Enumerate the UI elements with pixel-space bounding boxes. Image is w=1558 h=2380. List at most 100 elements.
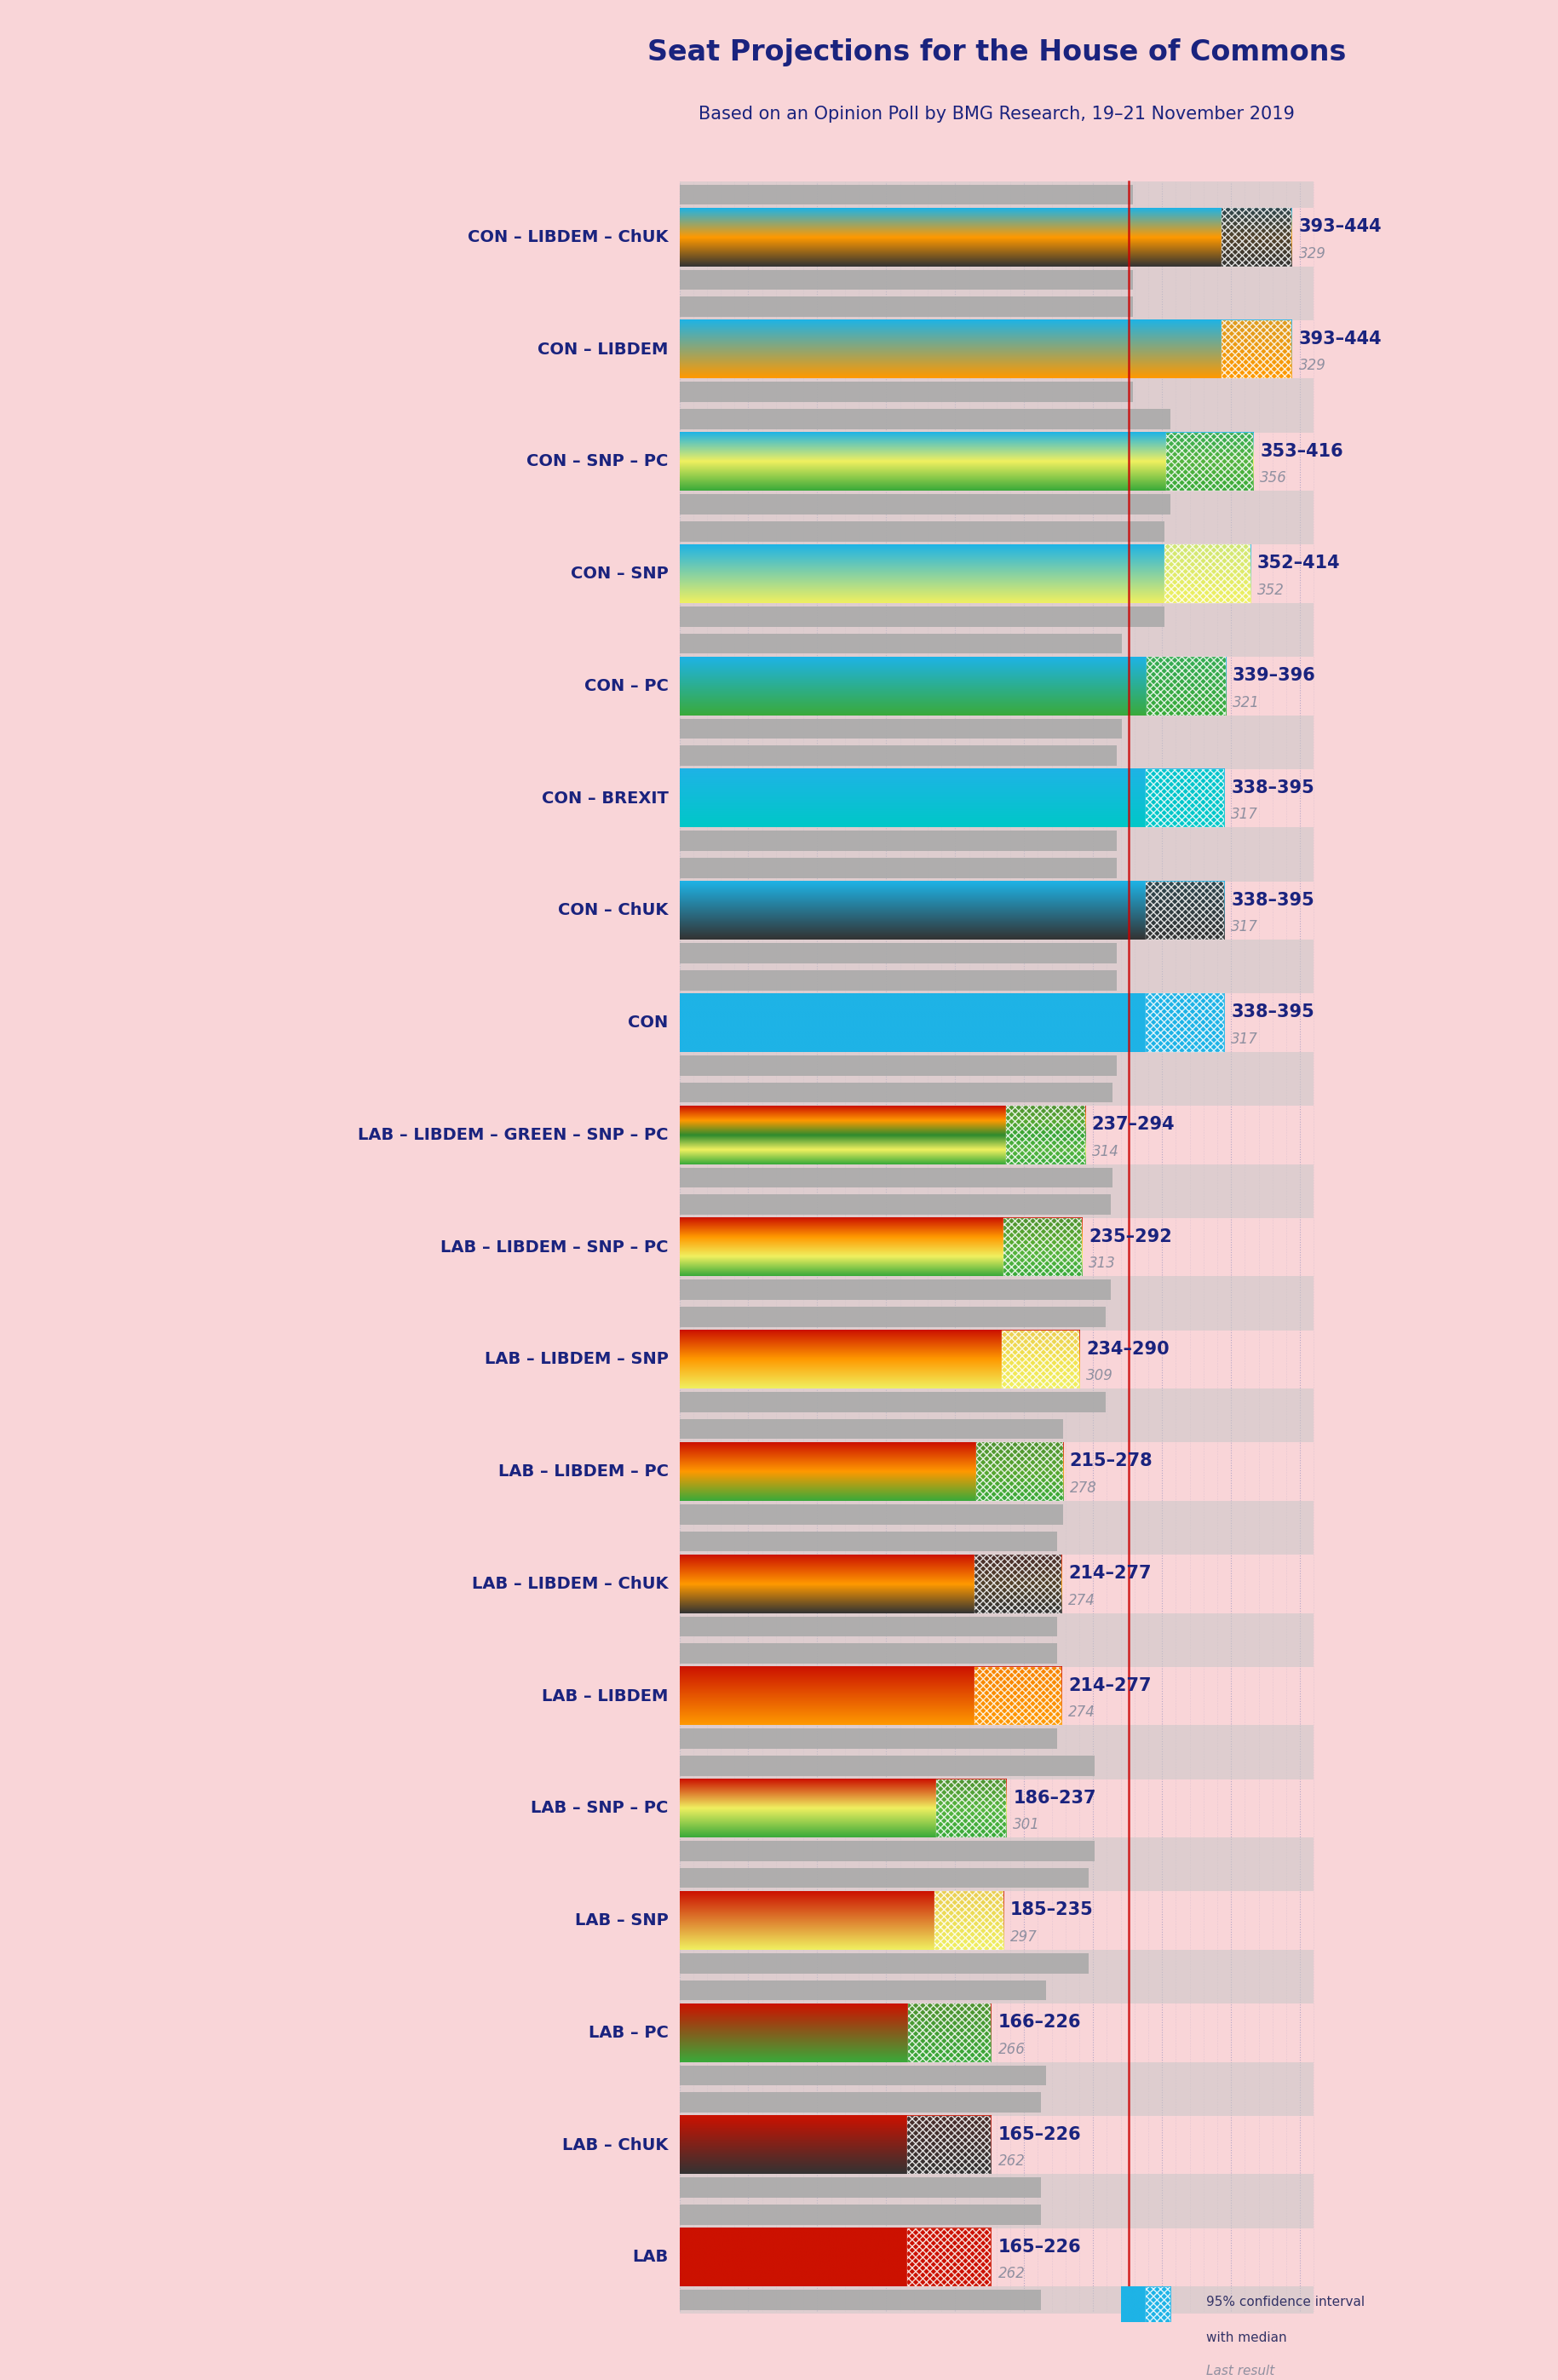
Bar — [975, 1442, 1063, 1502]
Text: 95% confidence interval: 95% confidence interval — [1206, 2297, 1365, 2309]
Bar — [679, 1388, 1313, 1416]
Bar — [679, 966, 1313, 992]
Text: 329: 329 — [1299, 357, 1326, 374]
Bar — [679, 186, 1133, 205]
Bar — [679, 1528, 1313, 1554]
Text: 317: 317 — [1231, 1031, 1259, 1047]
Bar — [679, 519, 1313, 545]
Text: 214–277: 214–277 — [1069, 1566, 1151, 1583]
Text: CON: CON — [628, 1014, 668, 1031]
Text: 235–292: 235–292 — [1089, 1228, 1172, 1245]
Bar — [1167, 433, 1253, 490]
Bar — [679, 857, 1117, 878]
Bar — [679, 942, 1117, 964]
Bar — [679, 2066, 1047, 2085]
Bar — [679, 1504, 1063, 1526]
Bar — [679, 831, 1117, 852]
Bar — [679, 1164, 1313, 1190]
Bar — [679, 1304, 1313, 1330]
Bar — [679, 854, 1313, 881]
Bar — [679, 2175, 1313, 2202]
Text: 214–277: 214–277 — [1069, 1678, 1151, 1695]
Text: CON – LIBDEM – ChUK: CON – LIBDEM – ChUK — [467, 228, 668, 245]
Bar — [679, 1752, 1313, 1780]
Text: 313: 313 — [1089, 1257, 1116, 1271]
Text: 266: 266 — [999, 2042, 1025, 2056]
Bar — [679, 2290, 1041, 2311]
Bar — [679, 828, 1313, 854]
Bar — [679, 1837, 1313, 1864]
Bar — [936, 1780, 1006, 1837]
Text: 165–226: 165–226 — [999, 2125, 1081, 2142]
Text: 338–395: 338–395 — [1231, 778, 1315, 797]
Bar — [974, 1554, 1061, 1614]
Bar — [679, 940, 1313, 966]
Bar — [1002, 1330, 1080, 1388]
Text: LAB: LAB — [633, 2249, 668, 2266]
Bar — [1148, 2363, 1170, 2380]
Bar — [679, 2202, 1313, 2228]
Bar — [1221, 321, 1292, 378]
Bar — [679, 521, 1165, 540]
Bar — [1147, 657, 1226, 716]
Bar — [907, 2228, 991, 2287]
Bar — [974, 1666, 1061, 1726]
Bar — [907, 2116, 991, 2175]
Bar — [1165, 545, 1251, 602]
Bar — [1003, 1219, 1083, 1276]
Bar — [679, 2090, 1313, 2116]
Text: 186–237: 186–237 — [1013, 1790, 1097, 1806]
Bar — [679, 1416, 1313, 1442]
Bar — [679, 267, 1313, 293]
Text: 309: 309 — [1086, 1368, 1114, 1383]
Text: 301: 301 — [1013, 1816, 1041, 1833]
Text: 262: 262 — [999, 2154, 1025, 2168]
Bar — [679, 378, 1313, 405]
Text: 352: 352 — [1257, 583, 1284, 597]
Bar — [679, 1726, 1313, 1752]
Text: 215–278: 215–278 — [1070, 1452, 1153, 1471]
Text: Seat Projections for the House of Commons: Seat Projections for the House of Common… — [647, 38, 1346, 67]
Bar — [679, 745, 1117, 766]
Text: 356: 356 — [1260, 471, 1287, 486]
Bar — [679, 633, 1122, 655]
Text: 339–396: 339–396 — [1232, 666, 1315, 683]
Bar — [679, 1980, 1047, 1999]
Bar — [1221, 207, 1292, 267]
Bar — [679, 495, 1170, 514]
Text: LAB – LIBDEM – ChUK: LAB – LIBDEM – ChUK — [472, 1576, 668, 1592]
Text: LAB – SNP: LAB – SNP — [575, 1914, 668, 1928]
Text: 353–416: 353–416 — [1260, 443, 1343, 459]
Bar — [1145, 992, 1225, 1052]
Bar — [1145, 769, 1225, 828]
Text: 297: 297 — [1011, 1930, 1038, 1944]
Bar — [679, 1728, 1058, 1749]
Bar — [679, 1052, 1313, 1078]
Text: LAB – LIBDEM – PC: LAB – LIBDEM – PC — [499, 1464, 668, 1480]
Bar — [679, 1756, 1095, 1775]
Bar — [679, 1949, 1313, 1978]
Bar — [679, 716, 1313, 743]
Bar — [679, 1530, 1058, 1552]
Bar — [679, 1640, 1313, 1666]
Text: 274: 274 — [1069, 1704, 1095, 1721]
Bar — [679, 2092, 1041, 2113]
Bar — [679, 1978, 1313, 2004]
Bar — [679, 1614, 1313, 1640]
Text: LAB – LIBDEM – SNP: LAB – LIBDEM – SNP — [485, 1352, 668, 1368]
Bar — [679, 1868, 1089, 1887]
Bar — [679, 2287, 1313, 2313]
Text: LAB – LIBDEM – SNP – PC: LAB – LIBDEM – SNP – PC — [441, 1240, 668, 1254]
Bar — [679, 490, 1313, 519]
Bar — [679, 409, 1170, 428]
Text: 166–226: 166–226 — [999, 2013, 1081, 2030]
Bar — [679, 298, 1133, 317]
Text: 237–294: 237–294 — [1092, 1116, 1175, 1133]
Bar — [679, 607, 1165, 626]
Bar — [679, 971, 1117, 990]
Bar — [679, 2061, 1313, 2090]
Text: 352–414: 352–414 — [1257, 555, 1340, 571]
Text: 278: 278 — [1070, 1480, 1097, 1495]
Bar — [679, 1502, 1313, 1528]
Bar — [679, 2204, 1041, 2225]
